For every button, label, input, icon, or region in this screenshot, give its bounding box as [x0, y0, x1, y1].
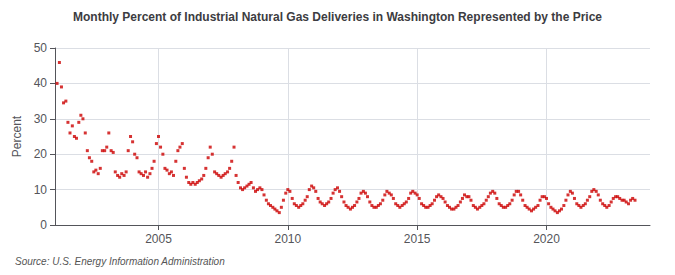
svg-text:2020: 2020	[533, 232, 560, 246]
svg-text:40: 40	[34, 76, 48, 90]
svg-text:Monthly Percent of Industrial: Monthly Percent of Industrial Natural Ga…	[73, 10, 602, 24]
svg-text:Percent: Percent	[10, 115, 24, 157]
svg-text:0: 0	[40, 218, 47, 232]
svg-text:2005: 2005	[145, 232, 172, 246]
svg-text:Source: U.S. Energy Informatio: Source: U.S. Energy Information Administ…	[15, 256, 225, 267]
svg-text:20: 20	[34, 147, 48, 161]
svg-text:30: 30	[34, 112, 48, 126]
svg-text:2010: 2010	[274, 232, 301, 246]
svg-text:10: 10	[34, 183, 48, 197]
svg-text:2015: 2015	[404, 232, 431, 246]
svg-text:50: 50	[34, 41, 48, 55]
